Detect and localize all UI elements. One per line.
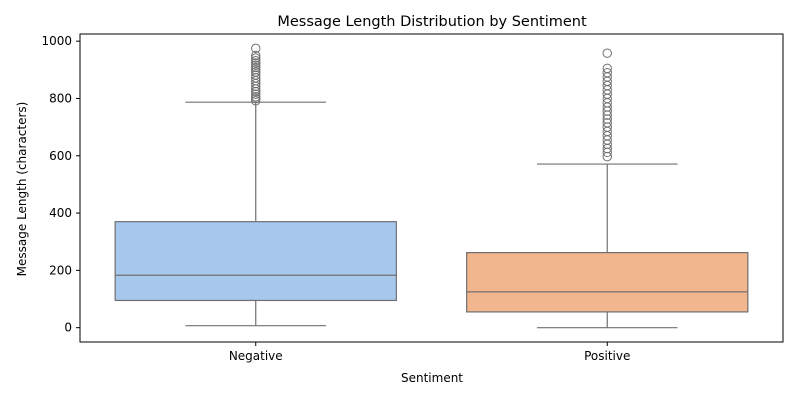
- chart-title: Message Length Distribution by Sentiment: [277, 14, 587, 30]
- plot-frame: [79, 33, 784, 343]
- negative-outlier-18: [251, 50, 261, 61]
- y-tick-label-5: 1000: [41, 34, 72, 48]
- positive-outlier-20: [602, 67, 612, 78]
- negative-outlier-0: [251, 96, 261, 106]
- negative-box: [114, 221, 397, 302]
- negative-outlier-11: [251, 67, 261, 77]
- negative-outlier-12: [251, 65, 261, 75]
- negative-outlier-13: [251, 62, 261, 73]
- y-tick-label-2: 400: [49, 206, 72, 220]
- y-tick-label-4: 800: [49, 91, 72, 105]
- y-tick-label-3: 600: [49, 149, 72, 163]
- negative-outlier-14: [251, 60, 261, 70]
- positive-outlier-21: [602, 63, 612, 74]
- x-axis-label: Sentiment: [401, 371, 463, 385]
- negative-outlier-15: [251, 58, 261, 68]
- positive-box: [466, 252, 749, 313]
- x-tick-label-1: Positive: [584, 349, 630, 363]
- positive-outlier-8: [602, 118, 612, 128]
- negative-outlier-19: [251, 43, 261, 54]
- negative-outlier-3: [251, 89, 261, 99]
- y-tick-label-0: 0: [64, 321, 72, 335]
- x-tick-label-0: Negative: [229, 349, 283, 363]
- negative-outlier-17: [251, 53, 261, 63]
- positive-outlier-22: [602, 48, 612, 58]
- negative-outlier-10: [251, 70, 261, 80]
- negative-outlier-2: [251, 92, 261, 102]
- plot-area: 0 200 400 600 800 1000 Negative Positive: [41, 33, 784, 363]
- y-tick-label-1: 200: [49, 263, 72, 277]
- negative-outlier-16: [251, 55, 261, 66]
- y-axis-label: Message Length (characters): [15, 102, 29, 277]
